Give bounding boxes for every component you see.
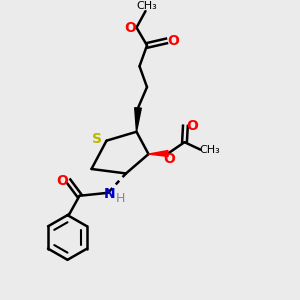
Text: O: O xyxy=(56,174,68,188)
Text: CH₃: CH₃ xyxy=(136,1,158,11)
Polygon shape xyxy=(148,151,168,157)
Text: H: H xyxy=(115,192,125,205)
Text: N: N xyxy=(104,187,115,201)
Text: O: O xyxy=(167,34,179,48)
Text: O: O xyxy=(124,20,136,34)
Text: O: O xyxy=(186,119,198,133)
Text: O: O xyxy=(163,152,175,167)
Text: S: S xyxy=(92,132,102,146)
Polygon shape xyxy=(135,108,141,132)
Text: CH₃: CH₃ xyxy=(199,145,220,154)
